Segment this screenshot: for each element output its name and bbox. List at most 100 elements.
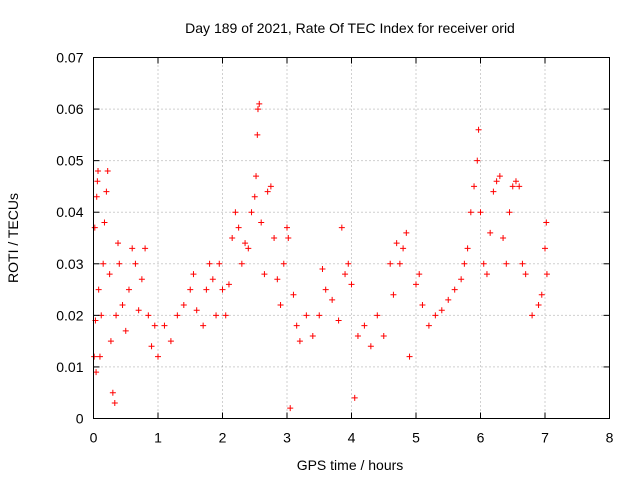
data-point: [464, 245, 471, 252]
y-tick-label: 0.01: [56, 359, 83, 375]
axis-ticks: [93, 57, 610, 419]
data-point: [101, 219, 108, 226]
grid-lines: [93, 57, 610, 419]
data-point: [390, 291, 397, 298]
data-point: [216, 260, 223, 267]
data-point: [264, 188, 271, 195]
y-axis-title: ROTI / TECUs: [5, 193, 21, 283]
data-point: [529, 312, 536, 319]
data-point: [254, 106, 261, 113]
data-point: [242, 240, 249, 247]
data-point: [93, 193, 100, 200]
y-tick-label: 0.03: [56, 256, 83, 272]
data-point: [438, 307, 445, 314]
data-point: [95, 167, 102, 174]
data-point: [113, 312, 120, 319]
data-point: [129, 245, 136, 252]
data-point: [496, 173, 503, 180]
data-point: [135, 307, 142, 314]
chart-title: Day 189 of 2021, Rate Of TEC Index for r…: [185, 20, 515, 36]
data-point: [396, 260, 403, 267]
data-point: [174, 312, 181, 319]
y-tick-label: 0.07: [56, 50, 83, 66]
data-point: [161, 322, 168, 329]
data-point: [474, 157, 481, 164]
data-point: [187, 286, 194, 293]
data-point: [91, 353, 98, 360]
data-point: [475, 126, 482, 133]
data-point: [167, 338, 174, 345]
x-tick-label: 3: [283, 430, 291, 446]
x-tick-label: 8: [606, 430, 614, 446]
data-point: [538, 291, 545, 298]
data-point: [104, 167, 111, 174]
data-point: [148, 343, 155, 350]
data-point: [132, 260, 139, 267]
data-point: [354, 332, 361, 339]
data-point: [338, 224, 345, 231]
y-tick-label: 0.04: [56, 204, 83, 220]
data-point: [380, 332, 387, 339]
data-point: [206, 260, 213, 267]
data-point: [287, 405, 294, 412]
x-tick-label: 4: [348, 430, 356, 446]
y-tick-label: 0.06: [56, 101, 83, 117]
data-point: [219, 286, 226, 293]
data-point: [109, 389, 116, 396]
data-point: [142, 245, 149, 252]
data-point: [451, 286, 458, 293]
data-point: [253, 173, 260, 180]
data-point: [519, 260, 526, 267]
data-point: [367, 343, 374, 350]
data-point: [213, 312, 220, 319]
data-point: [503, 260, 510, 267]
data-points: [91, 100, 550, 412]
data-point: [200, 322, 207, 329]
data-point: [416, 271, 423, 278]
data-point: [506, 209, 513, 216]
y-tick-labels: 0 0.01 0.02 0.03 0.04 0.05 0.06 0.07: [56, 50, 83, 427]
data-point: [406, 353, 413, 360]
data-point: [542, 245, 548, 252]
data-point: [122, 327, 129, 334]
data-point: [285, 235, 292, 241]
data-point: [280, 260, 287, 267]
y-tick-label: 0.02: [56, 307, 83, 323]
data-point: [125, 286, 132, 293]
x-tick-label: 6: [477, 430, 485, 446]
data-point: [115, 240, 122, 247]
data-point: [116, 260, 123, 267]
data-point: [155, 353, 161, 360]
y-tick-label: 0: [76, 411, 84, 427]
data-point: [100, 260, 107, 267]
x-tick-label: 5: [412, 430, 420, 446]
data-point: [512, 178, 519, 185]
data-point: [348, 281, 355, 288]
data-point: [319, 265, 326, 272]
x-axis-title: GPS time / hours: [297, 457, 404, 473]
data-point: [245, 245, 252, 252]
data-point: [296, 338, 303, 345]
x-tick-labels: 0 1 2 3 4 5 6 7 8: [90, 430, 614, 446]
data-point: [509, 183, 516, 190]
x-tick-label: 7: [541, 430, 549, 446]
data-point: [151, 322, 158, 329]
data-point: [543, 271, 550, 278]
data-point: [209, 276, 216, 283]
data-point: [480, 260, 487, 267]
data-point: [329, 296, 336, 303]
data-point: [94, 178, 101, 185]
data-point: [387, 260, 394, 267]
data-point: [254, 131, 261, 138]
data-point: [229, 235, 236, 241]
data-point: [107, 338, 114, 345]
data-point: [445, 296, 452, 303]
x-tick-label: 2: [219, 430, 227, 446]
data-point: [232, 209, 239, 216]
data-point: [322, 286, 329, 293]
data-point: [413, 281, 419, 288]
data-point: [374, 312, 381, 319]
data-point: [93, 369, 100, 376]
data-point: [235, 224, 242, 231]
